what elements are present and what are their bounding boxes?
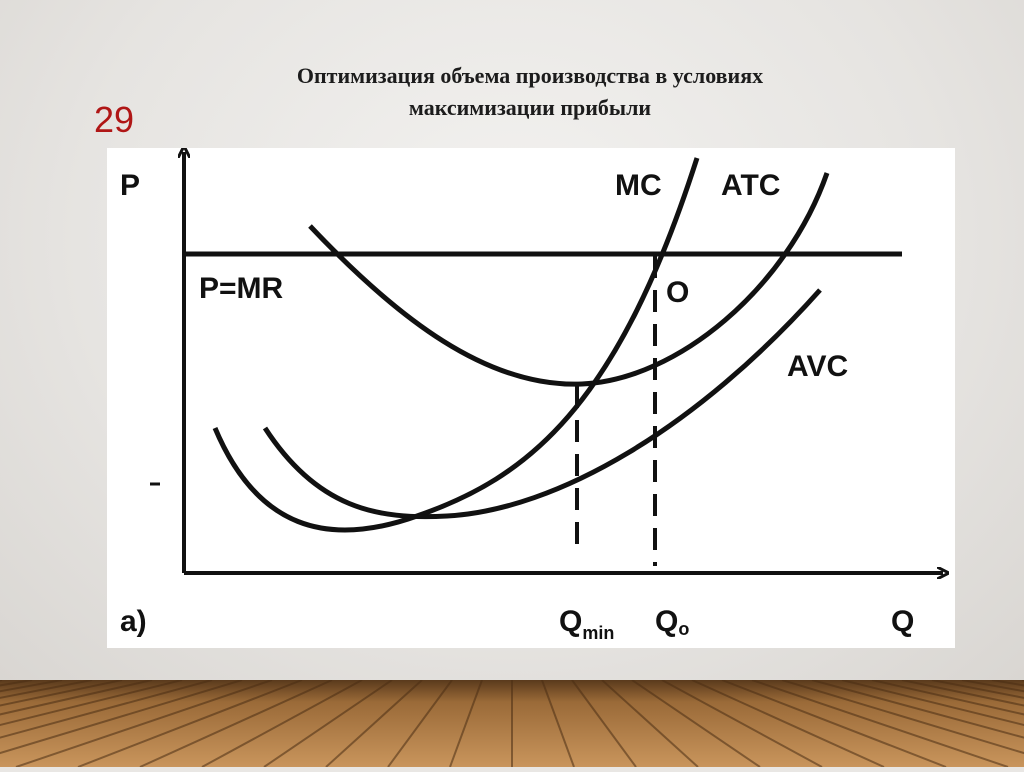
floor-plank-seam [721,679,947,768]
mc-curve-label: MC [615,169,662,202]
floor-image [0,679,1024,768]
panel-label: а) [120,605,147,638]
q-min-subscript: min [582,623,614,643]
atc-curve [308,172,830,387]
floor-plank-seam [541,679,575,768]
floor-plank-seam [931,679,1024,699]
diagram-canvas: P P=MR MC ATC AVC O а) Qmin Qo Q [120,148,955,643]
slide-title: Оптимизация объема производства в услови… [150,60,910,124]
floor-plank-seam [691,679,885,768]
wooden-floor [0,679,1024,768]
floor-plank-seam [631,679,761,768]
floor-plank-seam [449,679,483,768]
floor-plank-seam [263,679,393,768]
floor-plank-seam [901,679,1024,707]
floor-plank-seam [571,679,637,768]
optimum-point-label: O [666,276,689,309]
floor-plank-seam [15,679,273,768]
floor-plank-seam [139,679,333,768]
floor-plank-seam [601,679,699,768]
floor-plank-seam [811,679,1024,739]
floor-plank-seam [781,679,1024,755]
floor-plank-seam [871,679,1024,716]
slide-number: 29 [94,99,135,140]
floor-plank-seam [661,679,823,768]
floor-plank-seam [201,679,363,768]
mc-curve [212,157,700,533]
q-min-label: Qmin [559,605,614,643]
q-o-label: Qo [655,605,689,639]
floor-plank-seam [841,679,1024,727]
floor-plank-seam [0,679,153,716]
q-o-subscript: o [678,619,689,639]
floor-plank-seam [0,679,93,699]
floor-plank-seam [325,679,423,768]
q-min-main: Q [559,605,582,638]
slide-title-line-2: максимизации прибыли [408,95,652,120]
q-o-main: Q [655,605,678,638]
avc-curve-label: AVC [787,350,848,383]
floor-plank-seam [387,679,453,768]
price-line-label: P=MR [199,272,284,305]
floor-plank-seam [0,679,243,755]
economics-diagram: P P=MR MC ATC AVC O а) Qmin Qo Q [107,148,955,648]
avc-curve [262,288,822,520]
floor-plank-seam [0,679,183,727]
floor-plank-seam [751,679,1009,768]
atc-curve-label: ATC [721,169,780,202]
floor-plank-seam [0,679,213,739]
floor-plank-seam [77,679,303,768]
slide-title-line-1: Оптимизация объема производства в услови… [296,63,764,88]
floor-plank-seam [0,679,123,707]
y-axis-label: P [120,169,140,202]
x-axis-label: Q [891,605,914,638]
